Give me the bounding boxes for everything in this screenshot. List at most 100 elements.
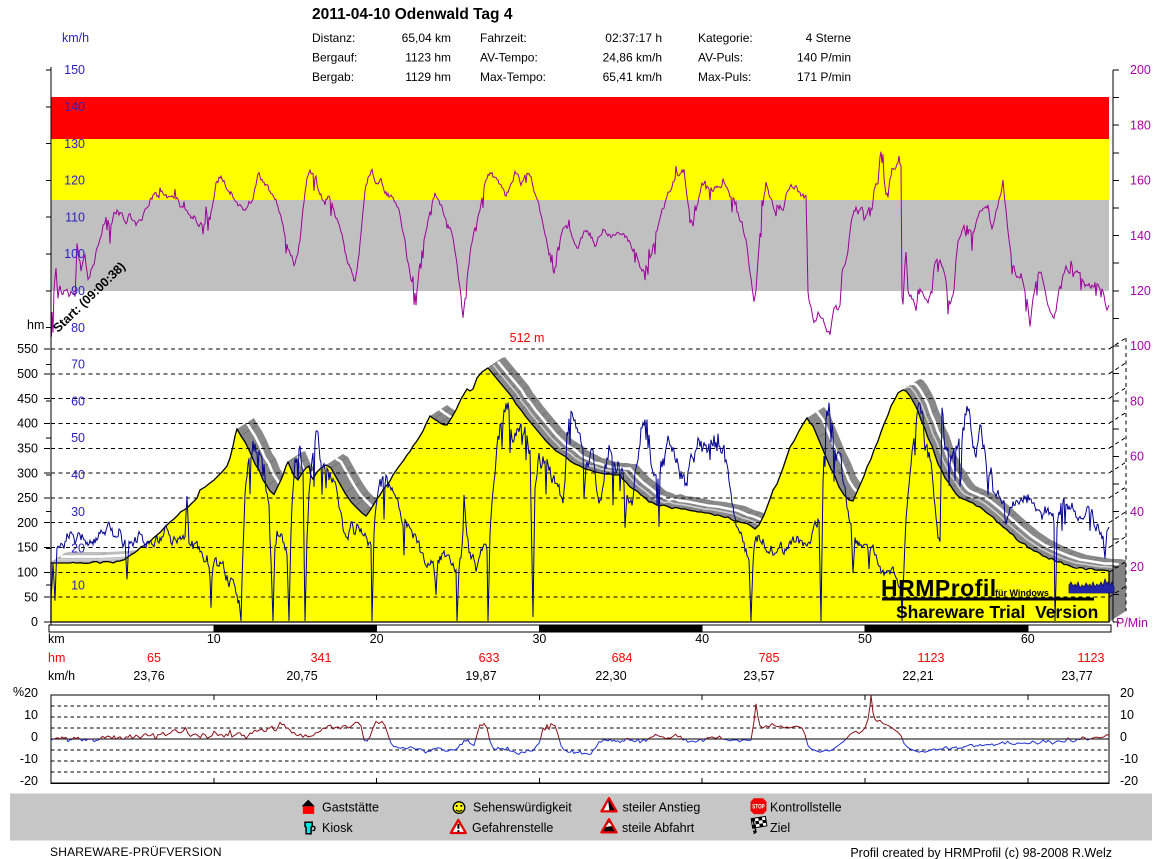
svg-text:STOP: STOP (752, 804, 765, 811)
svg-text:180: 180 (1130, 118, 1151, 132)
svg-text:100: 100 (64, 247, 85, 261)
svg-text:AV-Tempo:: AV-Tempo: (480, 51, 538, 65)
svg-text:steile Abfahrt: steile Abfahrt (622, 821, 695, 835)
svg-text:150: 150 (17, 541, 38, 555)
svg-text:40: 40 (71, 468, 85, 482)
svg-text:0: 0 (31, 730, 38, 744)
svg-text:300: 300 (17, 466, 38, 480)
svg-text:4 Sterne: 4 Sterne (806, 31, 852, 45)
svg-text:50: 50 (24, 590, 38, 604)
svg-text:350: 350 (17, 442, 38, 456)
svg-text:70: 70 (71, 358, 85, 372)
svg-text:km: km (48, 632, 65, 646)
svg-text:140: 140 (1130, 229, 1151, 243)
svg-text:80: 80 (1130, 394, 1144, 408)
svg-text:120: 120 (64, 174, 85, 188)
svg-text:-20: -20 (20, 774, 38, 788)
svg-text:20: 20 (370, 632, 384, 646)
svg-text:Kategorie:: Kategorie: (698, 31, 753, 45)
svg-text:Kiosk: Kiosk (322, 821, 353, 835)
svg-text:Distanz:: Distanz: (312, 31, 355, 45)
svg-text:400: 400 (17, 417, 38, 431)
svg-text:1129 hm: 1129 hm (405, 70, 451, 84)
svg-text:140 P/min: 140 P/min (797, 51, 851, 65)
svg-text:200: 200 (1130, 63, 1151, 77)
svg-text:km/h: km/h (62, 31, 89, 45)
svg-text:633: 633 (479, 651, 500, 665)
svg-text:0: 0 (31, 615, 38, 629)
svg-text:10: 10 (1120, 708, 1134, 722)
svg-text:550: 550 (17, 342, 38, 356)
svg-text:HRMProfil: HRMProfil (881, 575, 997, 601)
svg-text:65,04 km: 65,04 km (402, 31, 451, 45)
svg-text:Shareware Trial Version: Shareware Trial Version (896, 602, 1098, 622)
svg-text:1123: 1123 (1078, 651, 1105, 665)
svg-text:60: 60 (71, 394, 85, 408)
svg-text:785: 785 (759, 651, 780, 665)
svg-text:20: 20 (1120, 686, 1134, 700)
svg-text:19,87: 19,87 (465, 669, 496, 683)
svg-text:450: 450 (17, 392, 38, 406)
svg-text:60: 60 (1021, 632, 1035, 646)
svg-text:24,86 km/h: 24,86 km/h (603, 51, 662, 65)
svg-text:02:37:17 h: 02:37:17 h (605, 31, 662, 45)
svg-text:160: 160 (1130, 174, 1151, 188)
svg-text:23,57: 23,57 (743, 669, 774, 683)
svg-text:50: 50 (858, 632, 872, 646)
svg-text:P/Min: P/Min (1116, 616, 1148, 630)
svg-text:65: 65 (147, 651, 161, 665)
svg-text:Kontrollstelle: Kontrollstelle (770, 801, 842, 815)
svg-text:%: % (13, 685, 24, 699)
svg-text:1123: 1123 (918, 651, 945, 665)
svg-text:20: 20 (24, 686, 38, 700)
svg-text:150: 150 (64, 63, 85, 77)
svg-text:684: 684 (612, 651, 633, 665)
svg-text:-20: -20 (1120, 774, 1138, 788)
svg-text:500: 500 (17, 367, 38, 381)
svg-text:100: 100 (17, 566, 38, 580)
svg-text:0: 0 (1120, 730, 1127, 744)
svg-text:20: 20 (1130, 560, 1144, 574)
svg-text:Fahrzeit:: Fahrzeit: (480, 31, 527, 45)
svg-text:20: 20 (71, 542, 85, 556)
svg-text:200: 200 (17, 516, 38, 530)
svg-text:Max-Tempo:: Max-Tempo: (480, 70, 546, 84)
svg-text:120: 120 (1130, 284, 1151, 298)
svg-text:Bergab:: Bergab: (312, 70, 354, 84)
svg-text:steiler Anstieg: steiler Anstieg (623, 801, 701, 815)
svg-text:SHAREWARE-PRÜFVERSION: SHAREWARE-PRÜFVERSION (50, 845, 222, 859)
svg-text:Gefahrenstelle: Gefahrenstelle (472, 821, 553, 835)
svg-text:250: 250 (17, 491, 38, 505)
svg-text:100: 100 (1130, 339, 1151, 353)
svg-text:Max-Puls:: Max-Puls: (698, 70, 751, 84)
svg-text:512 m: 512 m (510, 331, 545, 345)
svg-text:23,77: 23,77 (1061, 669, 1092, 683)
svg-text:Gaststätte: Gaststätte (322, 801, 379, 815)
svg-text:130: 130 (64, 137, 85, 151)
svg-text:140: 140 (64, 100, 85, 114)
svg-text:341: 341 (311, 651, 332, 665)
svg-text:für Windows: für Windows (995, 588, 1049, 598)
svg-text:65,41 km/h: 65,41 km/h (603, 70, 662, 84)
svg-text:AV-Puls:: AV-Puls: (698, 51, 743, 65)
svg-text:10: 10 (207, 632, 221, 646)
svg-text:90: 90 (71, 284, 85, 298)
svg-text:50: 50 (71, 431, 85, 445)
svg-text:40: 40 (1130, 505, 1144, 519)
svg-text:Bergauf:: Bergauf: (312, 51, 357, 65)
svg-text:Profil created by HRMProfil (c: Profil created by HRMProfil (c) 98-2008 … (850, 846, 1112, 859)
svg-text:km/h: km/h (48, 669, 75, 683)
svg-text:60: 60 (1130, 450, 1144, 464)
svg-text:20,75: 20,75 (286, 669, 317, 683)
svg-text:22,21: 22,21 (902, 669, 933, 683)
svg-text:30: 30 (71, 505, 85, 519)
svg-text:110: 110 (65, 210, 85, 224)
svg-text:-10: -10 (1120, 752, 1138, 766)
svg-text:Sehenswürdigkeit: Sehenswürdigkeit (473, 801, 572, 815)
svg-text:22,30: 22,30 (595, 669, 626, 683)
svg-text:10: 10 (24, 708, 38, 722)
svg-text:23,76: 23,76 (133, 669, 164, 683)
svg-text:Ziel: Ziel (770, 821, 790, 835)
svg-text:-10: -10 (20, 752, 38, 766)
svg-text:2011-04-10 Odenwald Tag 4: 2011-04-10 Odenwald Tag 4 (312, 6, 513, 23)
